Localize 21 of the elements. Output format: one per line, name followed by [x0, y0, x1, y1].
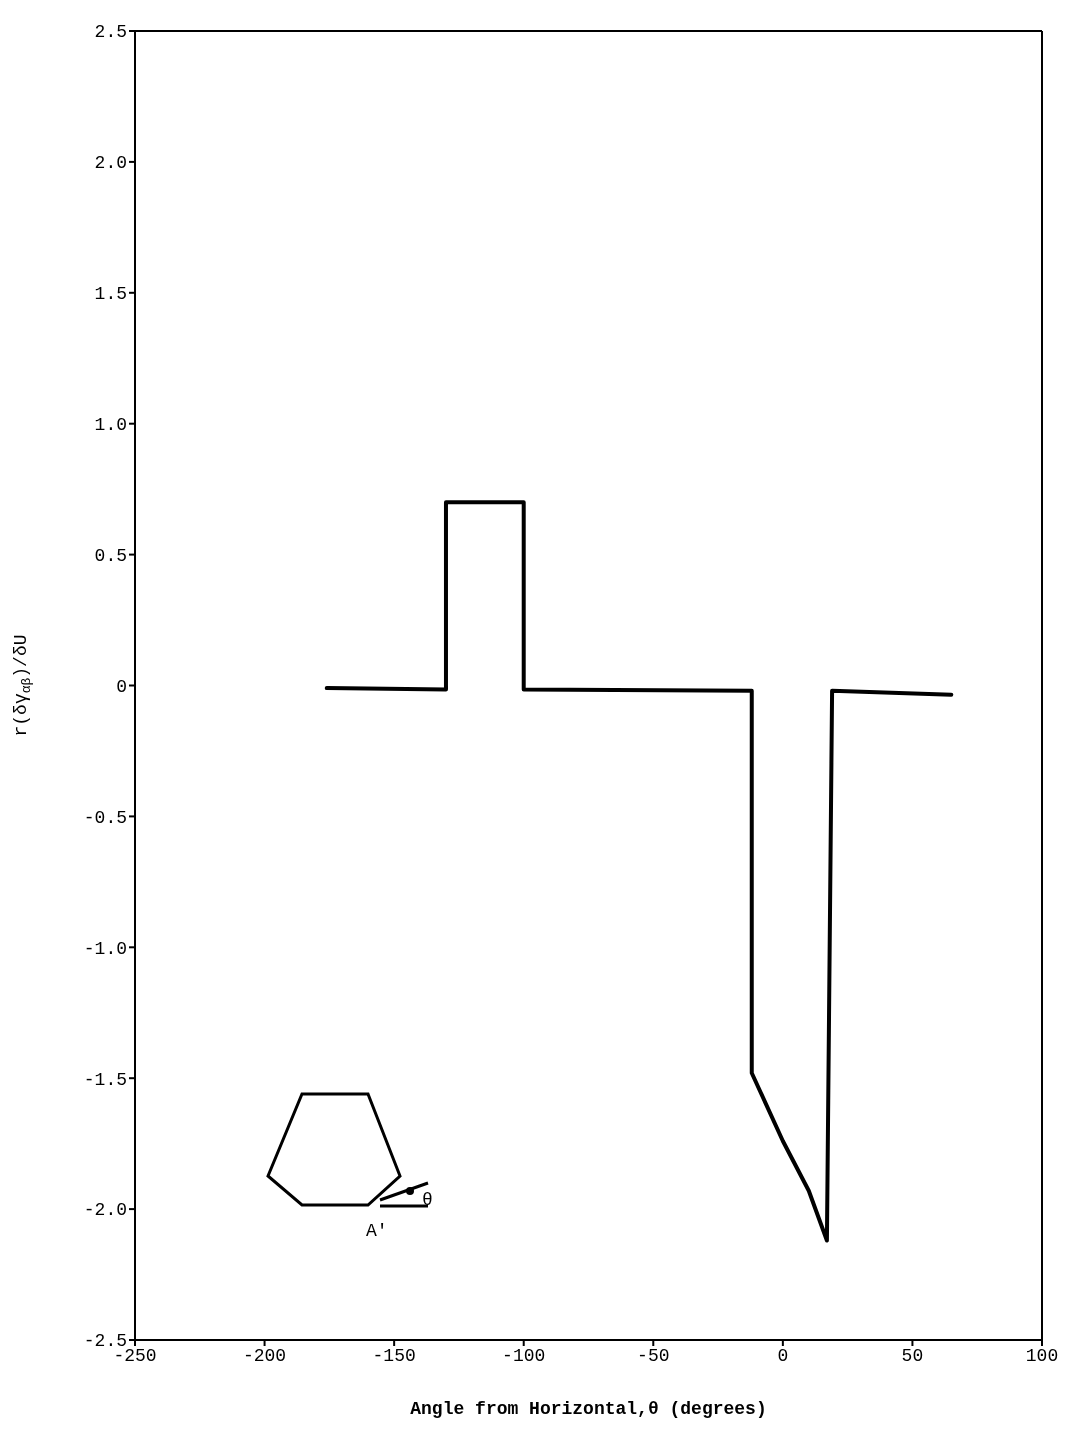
x-tick-label: -100	[502, 1345, 546, 1366]
y-tick-label: 0.5	[94, 545, 127, 566]
y-tick-label: -1.5	[83, 1069, 127, 1090]
x-tick-label: -200	[242, 1345, 287, 1366]
y-tick-label: 0	[116, 676, 127, 697]
y-tick-label: 2.5	[94, 22, 127, 43]
x-tick-label: -150	[372, 1345, 416, 1366]
y-tick-label: 1.0	[94, 415, 127, 436]
annotation: A'	[366, 1221, 388, 1241]
y-tick-label: -1.0	[83, 938, 127, 959]
line-series	[324, 500, 954, 1243]
x-tick-label: 100	[1025, 1345, 1059, 1366]
y-tick-label: 2.0	[94, 153, 127, 174]
x-tick-label: 0	[777, 1345, 789, 1366]
x-tick-label: -50	[637, 1345, 670, 1366]
x-axis-title: Angle from Horizontal,θ (degrees)	[410, 1399, 767, 1419]
y-tick-label: 1.5	[94, 284, 127, 305]
x-tick-label: 50	[901, 1345, 924, 1366]
y-tick-label: -0.5	[83, 807, 127, 828]
y-tick-label: -2.0	[83, 1200, 127, 1221]
annotation: θ	[422, 1190, 433, 1210]
